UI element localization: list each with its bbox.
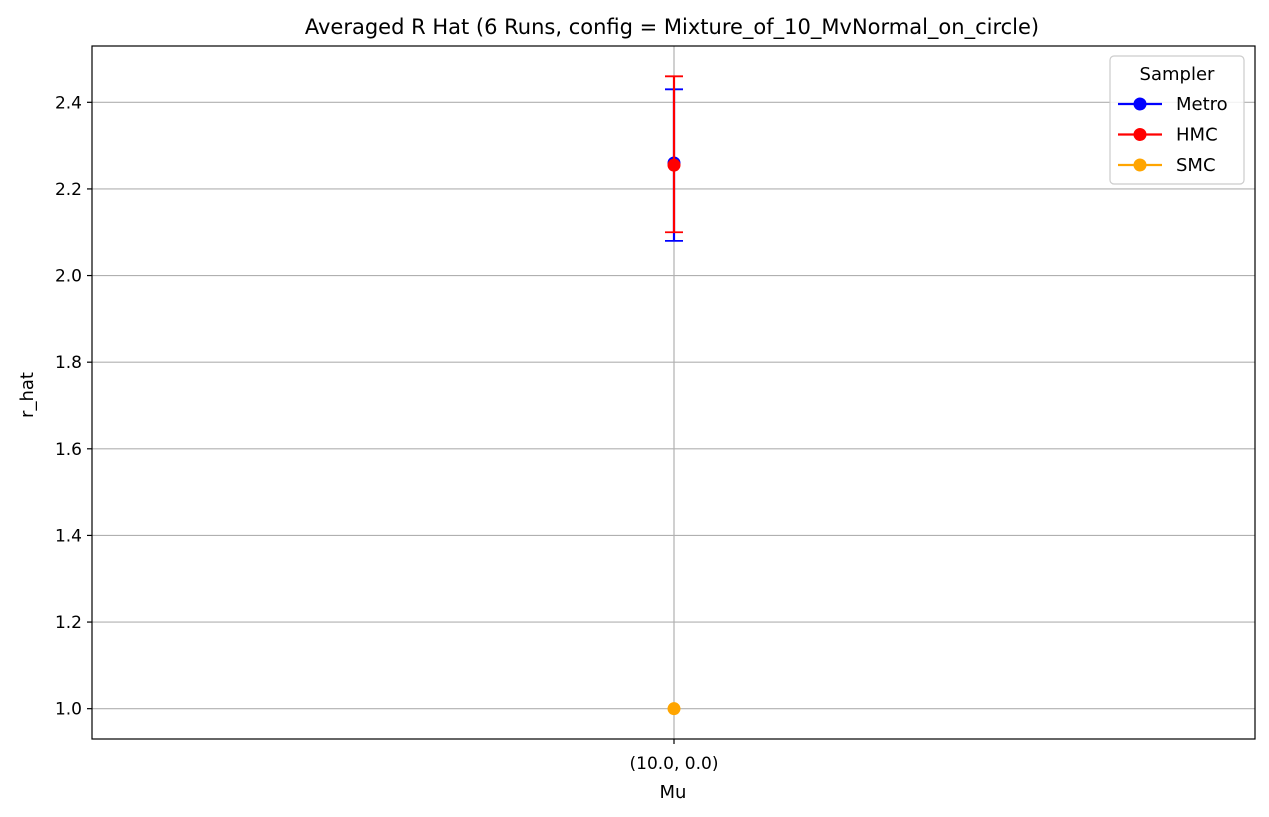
axis-ticks: 1.0 1.2 1.4 1.6 1.8 2.0 2.2 2.4 (10.0, 0.0)	[55, 93, 719, 774]
y-tick-label: 1.4	[55, 526, 82, 546]
x-tick-label: (10.0, 0.0)	[630, 754, 719, 774]
y-tick-label: 1.2	[55, 613, 82, 633]
grid-lines	[92, 46, 1255, 739]
y-tick-label: 2.0	[55, 267, 82, 287]
legend-marker-hmc	[1133, 128, 1147, 141]
y-tick-label: 1.6	[55, 440, 82, 460]
hmc-point	[667, 158, 681, 172]
y-tick-label: 1.8	[55, 353, 82, 373]
legend-label-smc: SMC	[1176, 155, 1216, 176]
legend-marker-metro	[1133, 97, 1147, 111]
chart-title: Averaged R Hat (6 Runs, config = Mixture…	[305, 15, 1039, 40]
y-axis-label: r_hat	[17, 372, 38, 418]
legend-title: Sampler	[1140, 64, 1215, 85]
data-series	[665, 75, 683, 716]
y-tick-label: 2.4	[55, 93, 82, 113]
legend-box	[1109, 55, 1245, 185]
x-axis-label: Mu	[660, 782, 687, 803]
legend-marker-smc	[1133, 158, 1147, 172]
legend-label-hmc: HMC	[1176, 125, 1218, 146]
legend-label-metro: Metro	[1176, 94, 1228, 115]
y-tick-label: 1.0	[55, 700, 82, 720]
y-tick-label: 2.2	[55, 180, 82, 200]
legend: Sampler Metro HMC SMC	[1109, 55, 1245, 185]
smc-point	[667, 702, 681, 716]
